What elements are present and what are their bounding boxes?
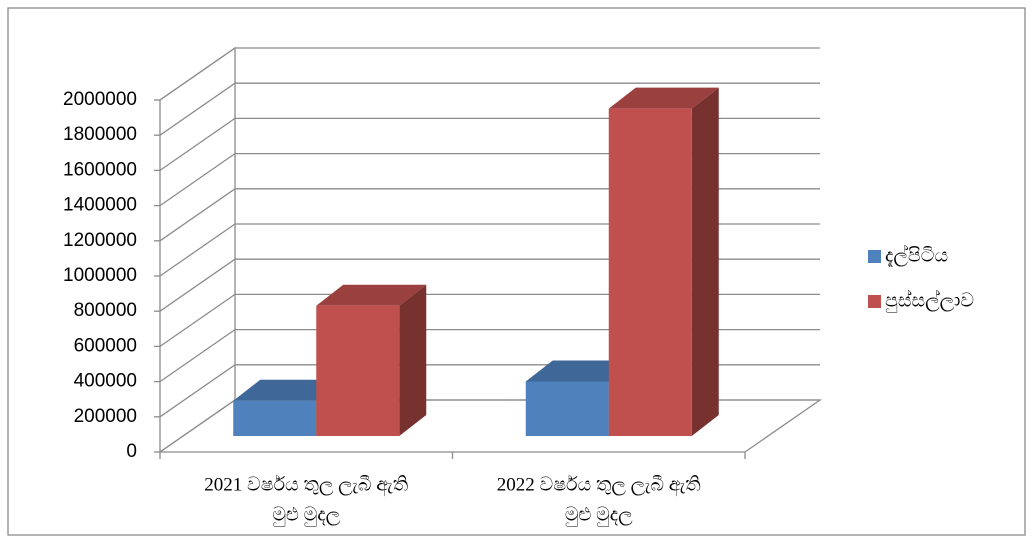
x-tick-label: මුළු මුදල: [565, 504, 633, 526]
y-tick-label: 1200000: [63, 230, 137, 251]
y-tick-label: 1600000: [63, 159, 137, 180]
bar-top: [525, 360, 636, 382]
chart-frame: [7, 7, 1026, 536]
y-tick-label: 1000000: [63, 265, 137, 286]
bar-top: [233, 379, 344, 401]
x-tick-label: 2021 වර්ෂය තුල ලැබී ඇති: [204, 474, 408, 496]
legend-label: දැල්පිටිය: [885, 244, 948, 267]
bar-front: [316, 305, 400, 436]
bar-front: [608, 108, 692, 436]
bar-front: [233, 400, 317, 436]
bar: [608, 87, 719, 436]
x-tick-label: 2022 වර්ෂය තුල ලැබී ඇති: [497, 474, 701, 496]
bar-side: [399, 284, 427, 436]
bar-front: [525, 381, 609, 436]
legend-label: පුස්සල්ලාව: [885, 289, 974, 313]
y-tick-label: 800000: [74, 300, 137, 321]
bar-top: [316, 284, 427, 306]
y-tick-label: 1400000: [63, 195, 137, 216]
x-tick-label: මුළු මුදල: [272, 504, 340, 526]
y-tick-label: 600000: [74, 335, 137, 356]
bar: [316, 284, 427, 436]
legend-swatch: [868, 250, 881, 263]
grid-line: [159, 82, 820, 136]
y-tick-label: 0: [126, 441, 137, 462]
y-tick-label: 200000: [74, 406, 137, 427]
y-tick-label: 400000: [74, 371, 137, 392]
y-tick-label: 2000000: [63, 89, 137, 110]
bar-side: [691, 87, 719, 436]
legend-swatch: [868, 295, 881, 308]
bar-top: [608, 87, 719, 109]
y-tick-label: 1800000: [63, 124, 137, 145]
grid-line: [159, 47, 820, 101]
